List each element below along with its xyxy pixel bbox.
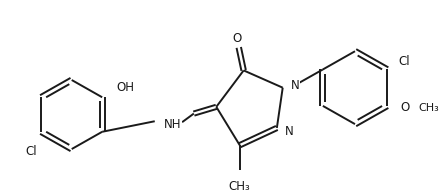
Text: CH₃: CH₃ bbox=[418, 103, 439, 113]
Text: CH₃: CH₃ bbox=[229, 180, 250, 193]
Text: O: O bbox=[232, 32, 242, 45]
Text: NH: NH bbox=[163, 118, 181, 131]
Text: Cl: Cl bbox=[26, 145, 37, 158]
Text: OH: OH bbox=[117, 81, 135, 94]
Text: N: N bbox=[285, 125, 293, 138]
Text: O: O bbox=[401, 101, 410, 114]
Text: N: N bbox=[290, 79, 299, 92]
Text: Cl: Cl bbox=[399, 55, 411, 68]
